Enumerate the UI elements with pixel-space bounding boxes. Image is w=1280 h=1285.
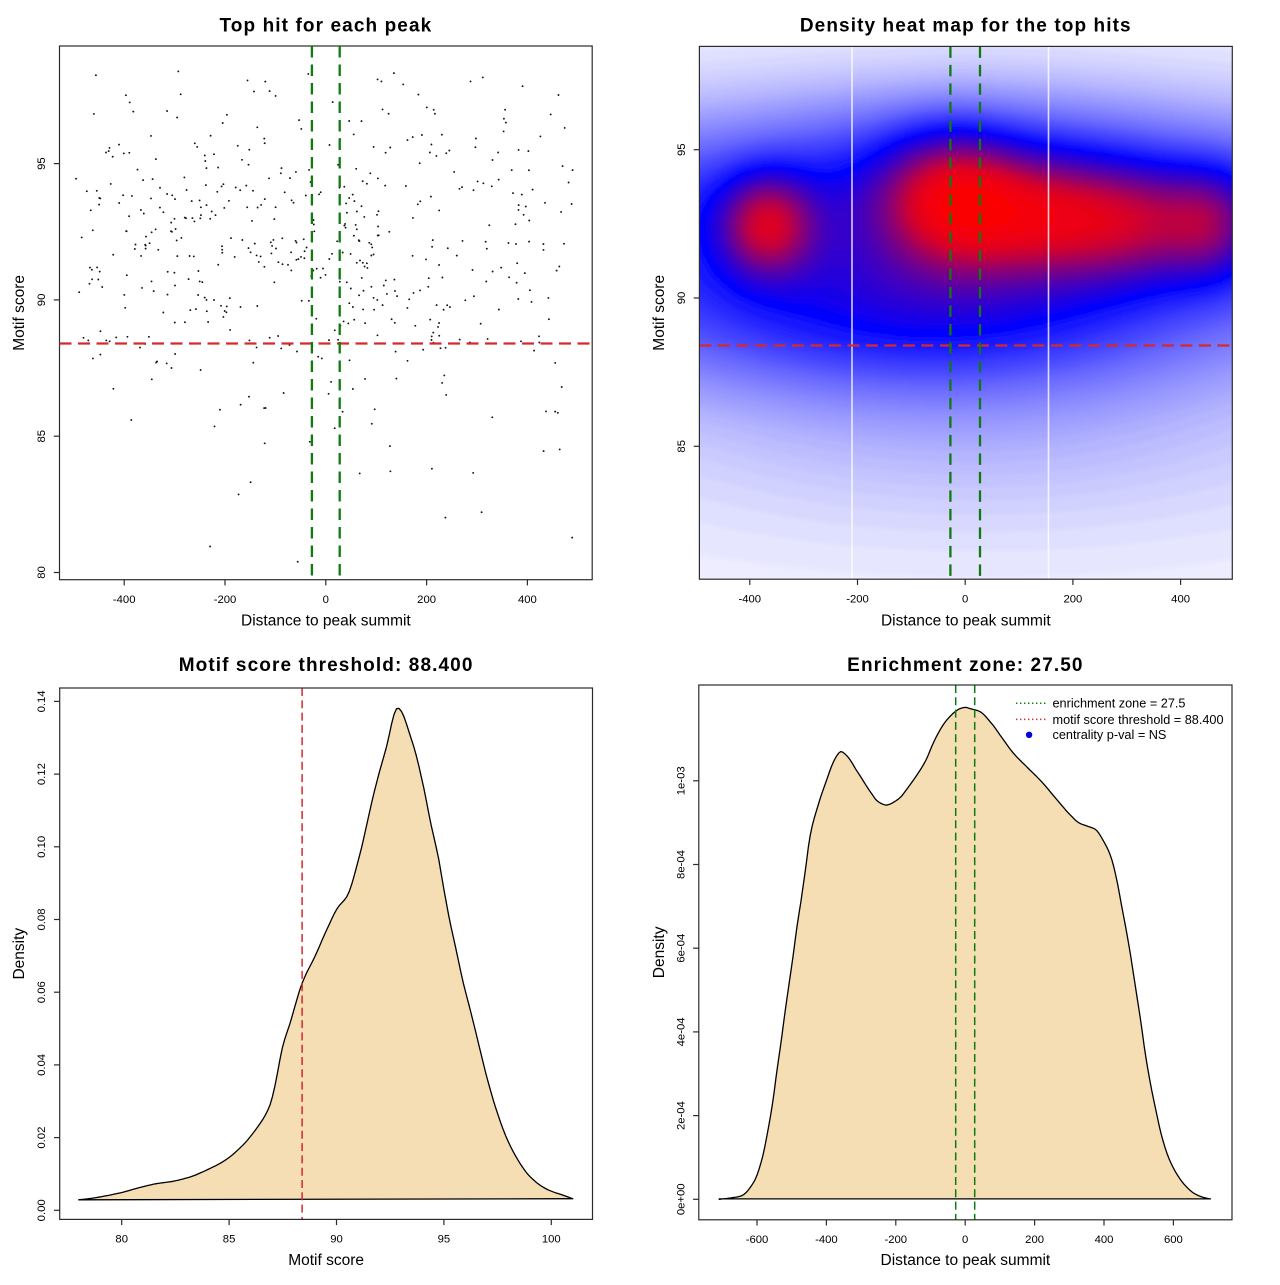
svg-text:100: 100 <box>542 1234 561 1246</box>
svg-text:90: 90 <box>36 294 48 307</box>
svg-text:Distance to peak summit: Distance to peak summit <box>881 613 1051 630</box>
svg-text:85: 85 <box>223 1234 236 1246</box>
svg-text:Density: Density <box>651 926 668 978</box>
svg-text:-400: -400 <box>113 594 136 606</box>
svg-text:-200: -200 <box>884 1234 907 1246</box>
svg-text:80: 80 <box>115 1234 128 1246</box>
svg-text:0.12: 0.12 <box>36 763 48 785</box>
svg-text:95: 95 <box>676 143 688 156</box>
svg-text:200: 200 <box>1063 593 1082 605</box>
svg-text:95: 95 <box>36 157 48 170</box>
svg-text:0.10: 0.10 <box>36 836 48 858</box>
svg-text:8e-04: 8e-04 <box>675 850 687 879</box>
svg-text:0: 0 <box>962 593 968 605</box>
svg-text:400: 400 <box>1095 1234 1114 1246</box>
svg-text:4e-04: 4e-04 <box>675 1017 687 1046</box>
svg-text:Motif score threshold: 88.400: Motif score threshold: 88.400 <box>179 655 474 676</box>
svg-text:0.08: 0.08 <box>36 909 48 931</box>
svg-text:Motif score: Motif score <box>651 275 668 351</box>
svg-text:Enrichment zone: 27.50: Enrichment zone: 27.50 <box>847 655 1083 676</box>
svg-text:0.14: 0.14 <box>36 690 48 712</box>
svg-text:Motif score: Motif score <box>288 1252 364 1269</box>
svg-text:0.00: 0.00 <box>36 1199 48 1221</box>
svg-text:Density heat map for the top h: Density heat map for the top hits <box>800 15 1132 36</box>
svg-text:-400: -400 <box>815 1234 838 1246</box>
svg-text:0.04: 0.04 <box>36 1054 48 1076</box>
svg-text:80: 80 <box>36 566 48 579</box>
svg-text:95: 95 <box>438 1234 451 1246</box>
svg-text:0.06: 0.06 <box>36 981 48 1003</box>
svg-text:90: 90 <box>676 292 688 305</box>
svg-text:85: 85 <box>36 430 48 443</box>
svg-text:400: 400 <box>518 594 537 606</box>
svg-text:Top hit for each peak: Top hit for each peak <box>220 15 433 36</box>
svg-text:centrality p-val = NS: centrality p-val = NS <box>1053 728 1167 742</box>
svg-text:Distance to peak summit: Distance to peak summit <box>241 613 411 630</box>
svg-text:2e-04: 2e-04 <box>675 1101 687 1130</box>
svg-text:400: 400 <box>1171 593 1190 605</box>
svg-text:85: 85 <box>676 440 688 453</box>
svg-text:0: 0 <box>323 594 329 606</box>
svg-text:enrichment zone = 27.5: enrichment zone = 27.5 <box>1053 697 1186 711</box>
svg-text:0.02: 0.02 <box>36 1127 48 1149</box>
svg-text:600: 600 <box>1164 1234 1183 1246</box>
svg-text:Distance to peak summit: Distance to peak summit <box>881 1252 1051 1269</box>
svg-text:200: 200 <box>417 594 436 606</box>
svg-text:motif score threshold = 88.400: motif score threshold = 88.400 <box>1053 713 1224 727</box>
svg-text:-200: -200 <box>846 593 869 605</box>
svg-text:6e-04: 6e-04 <box>675 934 687 963</box>
svg-text:90: 90 <box>330 1234 343 1246</box>
svg-text:-400: -400 <box>738 593 761 605</box>
svg-text:1e-03: 1e-03 <box>675 766 687 795</box>
svg-text:-600: -600 <box>746 1234 769 1246</box>
svg-text:-200: -200 <box>214 594 237 606</box>
svg-text:200: 200 <box>1025 1234 1044 1246</box>
svg-text:0: 0 <box>962 1234 968 1246</box>
svg-text:Motif score: Motif score <box>11 275 28 351</box>
svg-text:0e+00: 0e+00 <box>675 1183 687 1215</box>
svg-text:Density: Density <box>11 928 28 980</box>
